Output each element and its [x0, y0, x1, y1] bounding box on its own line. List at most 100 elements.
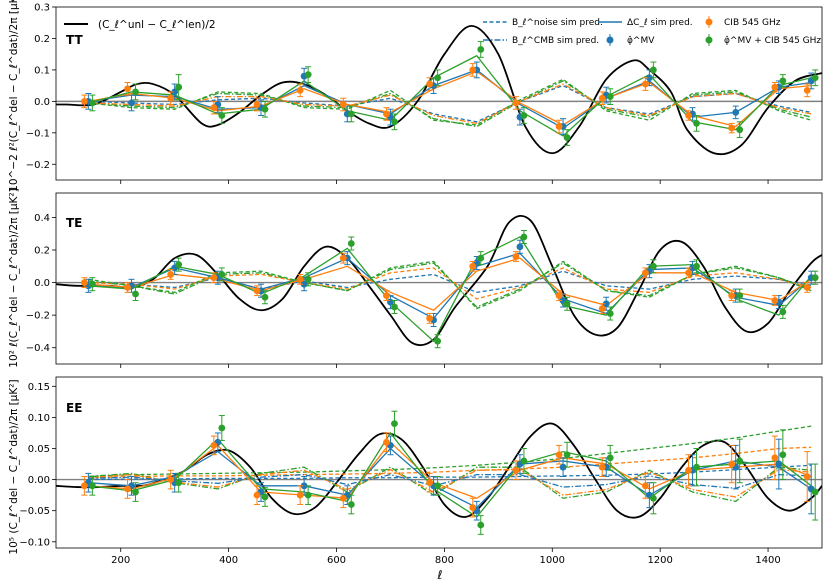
- prediction-line-solid-6: [88, 236, 812, 343]
- x-tick-label: 400: [219, 555, 238, 566]
- data-point: [218, 112, 226, 119]
- data-point: [469, 262, 477, 270]
- data-point: [598, 94, 606, 102]
- data-point: [606, 454, 614, 462]
- prediction-line-dashed-1: [88, 446, 812, 479]
- data-point: [300, 482, 308, 490]
- prediction-line-dashdot-4: [88, 468, 812, 498]
- y-tick-label: −0.05: [19, 506, 50, 517]
- prediction-line-solid-6: [88, 447, 812, 509]
- panel-frame: [55, 192, 823, 365]
- data-point: [728, 292, 736, 299]
- data-point: [736, 457, 744, 465]
- data-point: [261, 293, 269, 301]
- prediction-line-dashdot-5: [88, 473, 812, 489]
- legend-phicib-marker: [705, 36, 713, 44]
- legend-phimv-marker: [606, 36, 614, 44]
- theory-curve: [56, 215, 822, 347]
- data-point: [296, 491, 304, 499]
- legend-phicib-label: φ̂^MV + CIB 545 GHz: [724, 35, 821, 46]
- data-point: [391, 303, 398, 311]
- data-point: [175, 83, 183, 91]
- data-point: [477, 254, 485, 262]
- data-point: [516, 243, 524, 251]
- legend-theory-label: (C_ℓ^unl − C_ℓ^len)/2: [98, 19, 216, 31]
- data-point: [210, 274, 218, 282]
- data-point: [218, 271, 226, 278]
- data-point: [555, 123, 563, 130]
- data-point: [771, 83, 779, 91]
- prediction-line-dashed-0: [88, 464, 812, 481]
- y-tick-label: 0.1: [34, 65, 50, 76]
- y-tick-label: 0.3: [34, 3, 50, 14]
- data-point: [426, 80, 434, 88]
- data-point: [602, 300, 610, 308]
- data-point: [88, 99, 96, 107]
- data-point: [434, 482, 442, 490]
- prediction-line-solid-4: [88, 252, 812, 320]
- data-point: [803, 86, 811, 94]
- data-point: [779, 308, 787, 316]
- legend-phimv-label: φ̂^MV: [627, 35, 655, 46]
- prediction-line-dashed-2: [88, 78, 812, 126]
- data-point: [80, 482, 88, 490]
- points-1: [80, 251, 811, 324]
- te-panel: −0.4 −0.2 0.0 0.2 0.4: [26, 192, 823, 368]
- data-point: [124, 85, 131, 93]
- y-tick-label: −0.4: [26, 343, 50, 354]
- data-point: [347, 240, 355, 247]
- data-point: [559, 463, 567, 471]
- data-point: [426, 315, 434, 322]
- prediction-line-solid-6: [88, 54, 812, 137]
- data-point: [736, 126, 744, 134]
- points-2: [88, 229, 819, 349]
- data-point: [736, 292, 744, 299]
- data-point: [304, 491, 312, 499]
- data-point: [779, 77, 787, 85]
- data-point: [210, 104, 218, 112]
- xlabel: ℓ: [437, 568, 443, 582]
- data-point: [434, 74, 442, 82]
- data-point: [339, 101, 347, 108]
- data-point: [171, 88, 179, 96]
- data-point: [606, 310, 614, 317]
- y-tick-label: 0.0: [34, 97, 50, 108]
- data-point: [128, 99, 135, 107]
- x-tick-label: 800: [435, 555, 454, 566]
- data-point: [811, 74, 819, 82]
- y-tick-label: 0.15: [28, 382, 50, 393]
- data-point: [296, 86, 304, 94]
- data-point: [606, 93, 614, 101]
- data-point: [88, 280, 96, 288]
- y-tick-label: −0.10: [19, 537, 50, 548]
- prediction-line-dashdot-1: [88, 262, 812, 308]
- data-point: [124, 485, 131, 493]
- data-point: [261, 493, 269, 501]
- prediction-line-dashdot-3: [88, 83, 812, 125]
- data-point: [175, 261, 183, 269]
- legend-cmb-label: B_ℓ^CMB sim pred.: [512, 36, 599, 46]
- x-tick-label: 600: [327, 555, 346, 566]
- data-point: [520, 112, 528, 119]
- data-point: [261, 105, 269, 113]
- data-point: [383, 438, 390, 446]
- panel-title-ee: EE: [66, 401, 82, 415]
- points-2: [88, 41, 819, 146]
- points-2: [88, 410, 819, 535]
- ee-panel: −0.10 −0.05 0.00 0.05 0.10 0.15 200 400 600 800 10…: [19, 376, 823, 566]
- y-tick-label: 0.10: [28, 413, 50, 424]
- panel-title-tt: TT: [66, 33, 83, 47]
- data-point: [563, 451, 571, 459]
- legend-cib-label: CIB 545 GHz: [724, 18, 781, 28]
- data-point: [563, 134, 571, 141]
- data-point: [520, 457, 528, 465]
- data-point: [469, 504, 477, 511]
- data-point: [520, 233, 528, 241]
- data-point: [641, 269, 649, 277]
- data-point: [426, 479, 434, 487]
- data-point: [649, 494, 657, 502]
- panel-frame: [55, 376, 823, 549]
- plot-area: [56, 215, 822, 349]
- data-point: [253, 491, 261, 499]
